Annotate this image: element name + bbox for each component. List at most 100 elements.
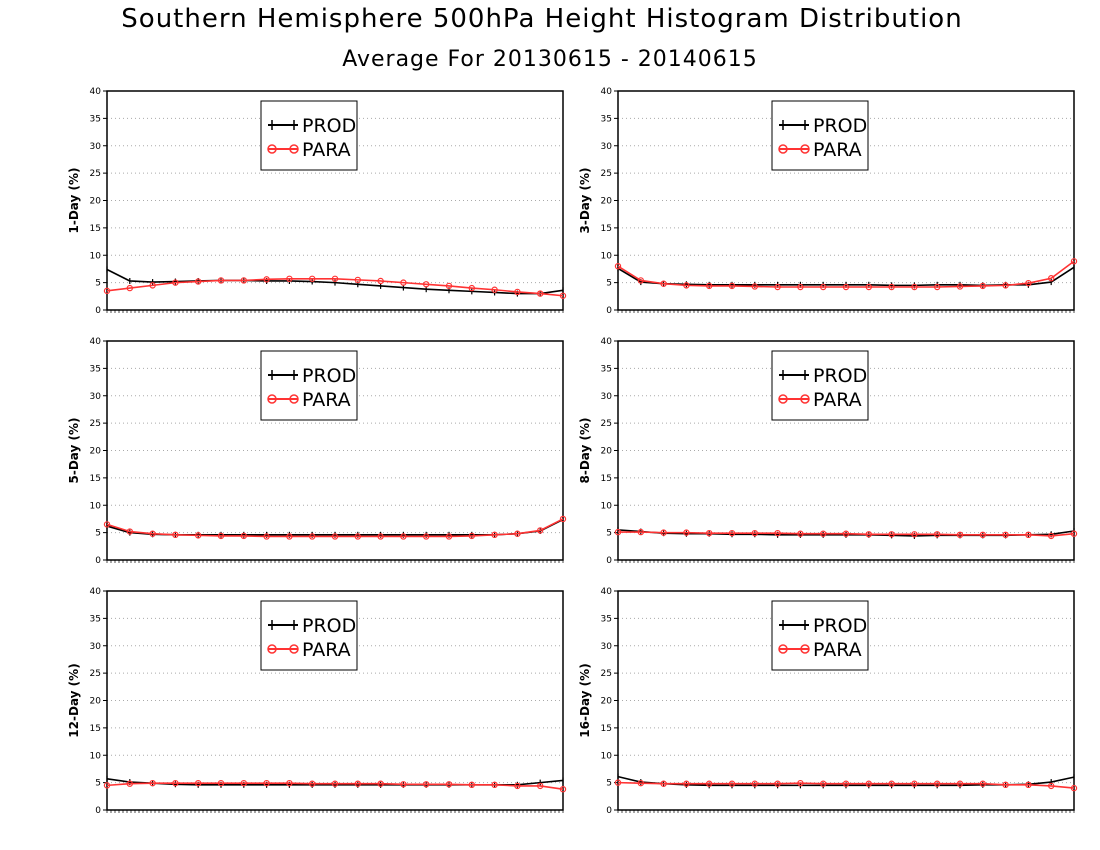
y-tick-label: 15 — [601, 724, 612, 734]
plot-frame — [106, 590, 564, 811]
data-point-para — [103, 287, 111, 295]
y-tick-label: 5 — [606, 279, 612, 289]
data-point-para — [683, 282, 690, 289]
data-point-para — [728, 780, 736, 787]
y-axis-label: 3-Day (%) — [578, 167, 592, 233]
data-point-para — [865, 531, 873, 538]
legend-marker-para — [289, 394, 299, 404]
data-point-para — [1025, 531, 1032, 539]
data-point-para — [865, 780, 873, 787]
data-point-para — [934, 531, 941, 538]
y-tick-label: 20 — [90, 697, 102, 707]
y-tick-label: 5 — [606, 779, 612, 789]
data-point-para — [400, 533, 407, 540]
data-point-para — [706, 529, 713, 537]
legend-label-prod: PROD — [302, 115, 356, 137]
legend-box — [771, 100, 869, 171]
series-line-para — [618, 531, 1075, 537]
y-tick-label: 15 — [601, 474, 612, 484]
y-tick-label: 25 — [90, 669, 101, 679]
y-tick-label: 25 — [601, 669, 612, 679]
data-point-para — [537, 527, 544, 534]
data-point-para — [445, 533, 453, 540]
data-point-para — [331, 533, 339, 540]
data-point-para — [1047, 782, 1055, 790]
data-point-para — [911, 531, 918, 538]
legend-marker-para — [289, 144, 299, 154]
y-tick-label: 15 — [90, 224, 101, 234]
data-point-para — [911, 283, 918, 291]
series-line-para — [106, 277, 564, 297]
series-line-para — [617, 260, 1075, 288]
data-point-para — [797, 779, 804, 787]
legend-label-prod: PROD — [813, 365, 867, 387]
data-point-para — [797, 283, 804, 291]
data-point-para — [514, 530, 521, 537]
data-point-para — [820, 780, 827, 787]
data-point-para — [934, 780, 941, 787]
data-point-para — [286, 779, 293, 787]
data-point-para — [514, 782, 521, 790]
data-point-para — [1025, 279, 1032, 287]
y-tick-label: 5 — [95, 529, 101, 539]
legend-marker-para — [289, 644, 299, 654]
legend-label-para: PARA — [813, 139, 862, 161]
y-tick-label: 40 — [90, 337, 102, 347]
data-point-para — [751, 529, 759, 537]
legend-box — [260, 350, 358, 421]
plot-frame — [106, 340, 564, 561]
y-tick-label: 30 — [90, 392, 102, 402]
data-point-para — [1070, 258, 1078, 265]
data-point-para — [637, 277, 645, 284]
data-point-para — [559, 292, 567, 299]
data-point-para — [103, 521, 111, 528]
data-point-para — [842, 283, 850, 291]
data-point-para — [423, 533, 430, 540]
chart-subtitle: Average For 20130615 - 20140615 — [342, 47, 758, 72]
plot-frame — [617, 90, 1075, 311]
data-point-para — [614, 263, 622, 270]
data-point-para — [956, 780, 964, 787]
data-point-para — [774, 780, 781, 787]
legend-box — [771, 600, 869, 671]
y-tick-label: 40 — [601, 87, 613, 97]
plot-frame — [617, 590, 1075, 811]
data-point-para — [514, 288, 521, 296]
y-tick-label: 10 — [601, 251, 613, 261]
y-tick-label: 30 — [601, 642, 613, 652]
data-point-para — [1002, 781, 1009, 789]
data-point-para — [172, 279, 179, 286]
chart-title: Southern Hemisphere 500hPa Height Histog… — [121, 4, 963, 34]
y-tick-label: 0 — [95, 556, 101, 566]
series-line-para — [106, 518, 564, 538]
y-tick-label: 30 — [90, 642, 102, 652]
data-point-para — [468, 284, 475, 292]
data-point-para — [217, 779, 225, 787]
data-point-para — [820, 530, 827, 537]
data-point-para — [683, 529, 690, 536]
y-tick-label: 10 — [90, 751, 102, 761]
data-point-para — [683, 780, 690, 787]
data-point-para — [956, 531, 964, 539]
y-tick-label: 20 — [90, 197, 102, 207]
data-point-para — [537, 290, 544, 297]
data-point-para — [149, 282, 156, 289]
data-point-para — [956, 283, 964, 290]
data-point-para — [774, 283, 781, 291]
series-line-para — [106, 782, 564, 790]
data-point-para — [377, 780, 384, 787]
series-line-para — [617, 781, 1075, 789]
legend-label-para: PARA — [813, 639, 862, 661]
y-tick-label: 10 — [601, 501, 613, 511]
data-point-para — [637, 779, 645, 787]
legend-marker-para — [267, 644, 277, 654]
legend-label-para: PARA — [302, 639, 351, 661]
y-axis-label: 16-Day (%) — [578, 663, 592, 737]
legend-marker-para — [267, 144, 277, 154]
data-point-para — [286, 533, 293, 540]
data-point-para — [240, 779, 247, 787]
data-point-para — [751, 283, 759, 290]
y-tick-label: 40 — [90, 587, 102, 597]
